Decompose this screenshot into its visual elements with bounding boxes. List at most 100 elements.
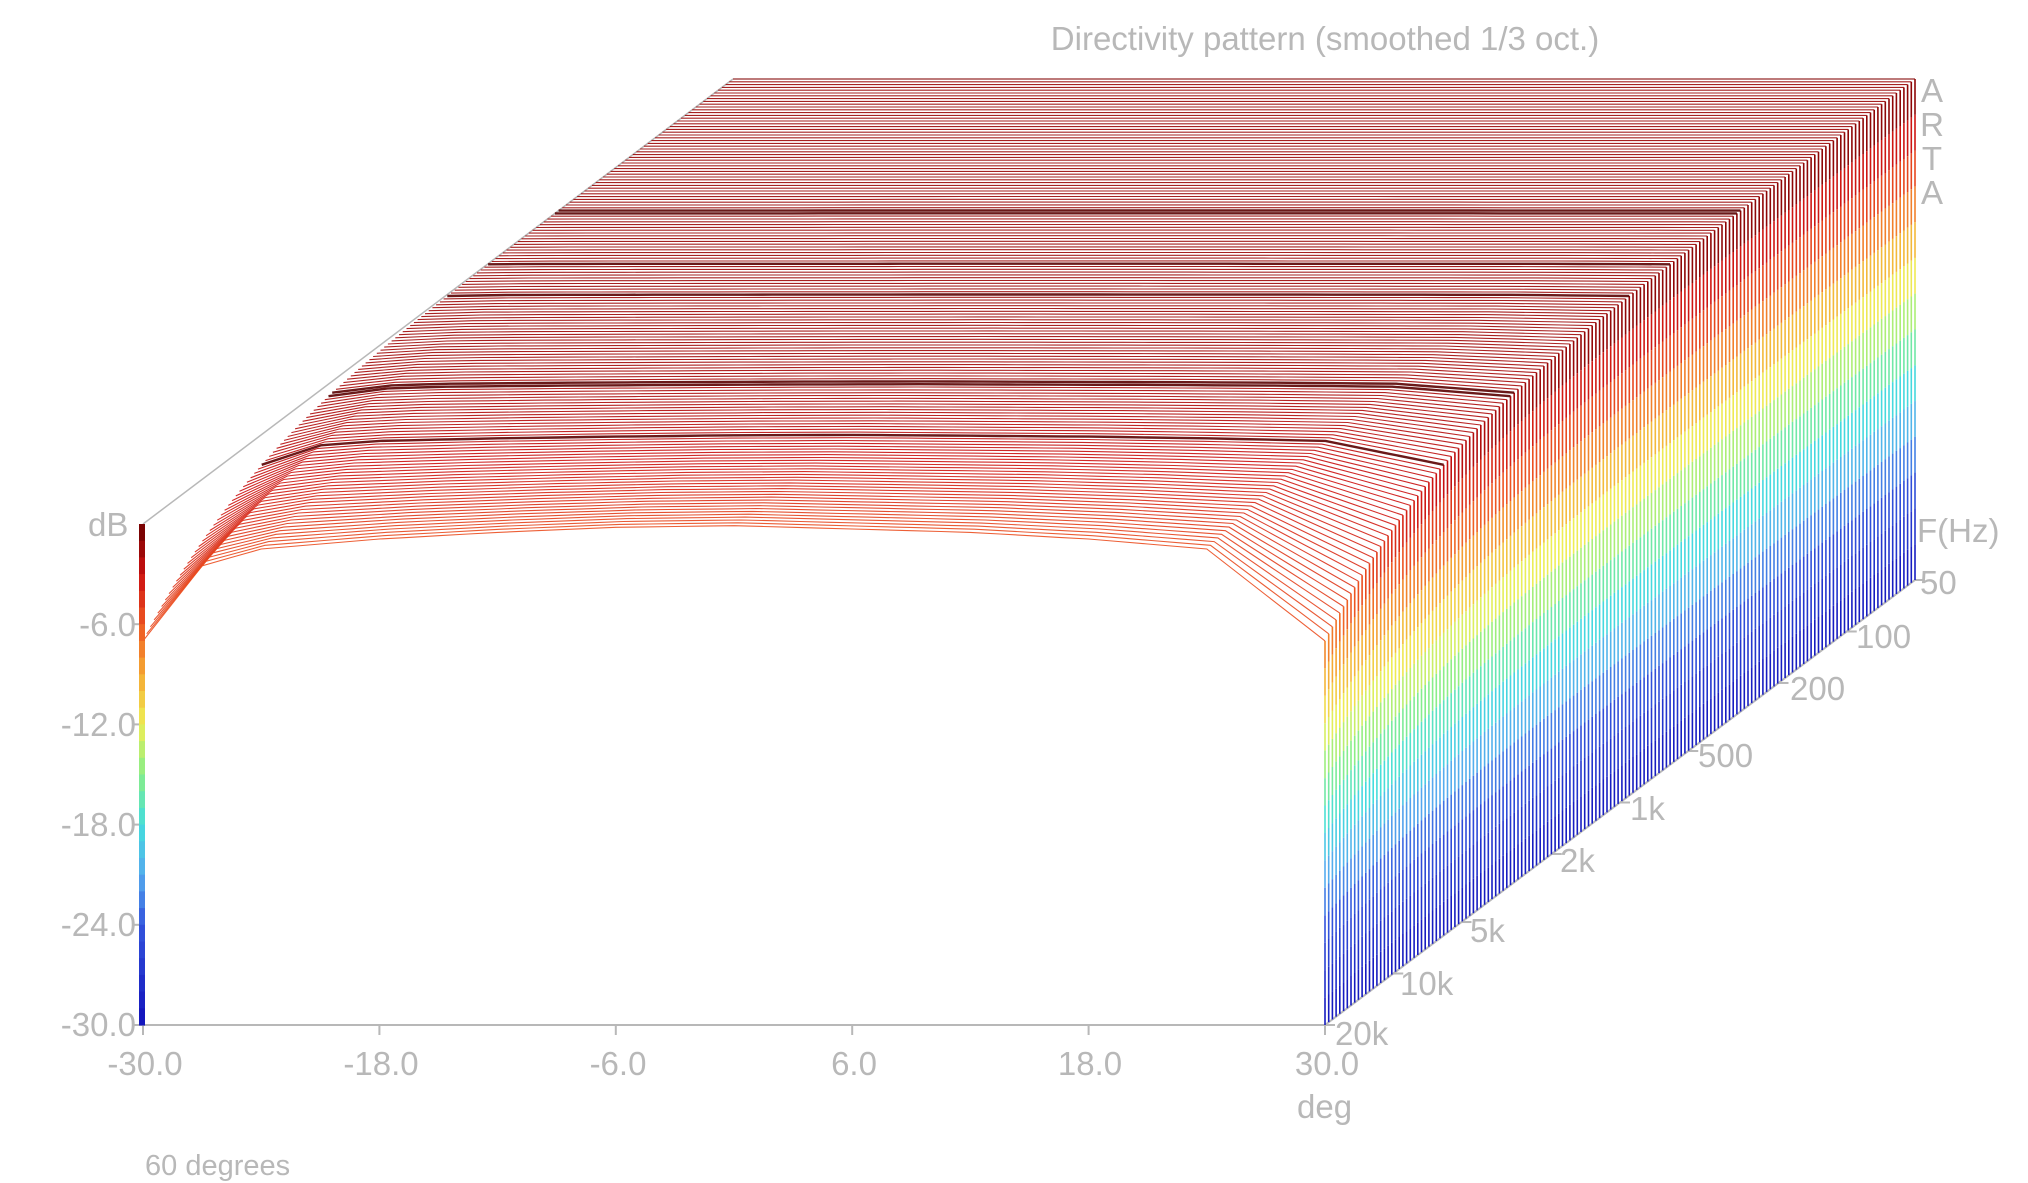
surface-slice — [473, 274, 1656, 277]
surface-slice — [395, 333, 1578, 339]
surface-slice — [265, 431, 1448, 462]
chart-title: Directivity pattern (smoothed 1/3 oct.) — [1050, 20, 1600, 57]
surface-slice — [176, 499, 1359, 582]
db-colorbar — [139, 524, 145, 1026]
surface-slice — [343, 372, 1526, 384]
y-tick: -30.0 — [60, 1006, 136, 1043]
colorbar-segment — [139, 757, 145, 775]
surface-slice — [465, 279, 1648, 283]
surface-slice — [164, 507, 1348, 601]
brand-letter: T — [1921, 140, 1943, 177]
surface-slice — [220, 465, 1404, 516]
surface-slice — [153, 516, 1337, 621]
colorbar-segment — [139, 924, 145, 942]
surface-slice — [291, 411, 1474, 434]
surface-slice — [321, 389, 1504, 404]
colorbar-segment — [139, 824, 145, 842]
waterfall-surface — [142, 78, 1915, 642]
x-tick: -6.0 — [589, 1045, 647, 1082]
surface-slice — [246, 445, 1430, 483]
surface-slice — [205, 476, 1389, 537]
surface-slice — [228, 459, 1411, 506]
colorbar-segment — [139, 908, 145, 926]
box-edge-left — [142, 78, 734, 525]
z-axis-label: F(Hz) — [1917, 512, 2000, 549]
colorbar-segment — [139, 724, 145, 742]
freq-tick: 10k — [1400, 965, 1454, 1002]
surface-slice — [350, 366, 1533, 377]
colorbar-segment — [139, 640, 145, 659]
colorbar-segment — [139, 841, 145, 859]
colorbar-segment — [139, 941, 145, 959]
surface-slice — [216, 468, 1400, 521]
surface-slice — [398, 330, 1582, 336]
freq-tick: 20k — [1335, 1015, 1389, 1052]
freq-tick: 100 — [1856, 618, 1912, 655]
frequency-curtain — [1324, 79, 1916, 1025]
surface-slice — [391, 335, 1574, 342]
surface-slice — [447, 293, 1630, 298]
surface-slice — [387, 338, 1570, 345]
colorbar-segment — [139, 590, 145, 608]
surface-slice — [157, 513, 1341, 614]
surface-slice — [428, 307, 1611, 312]
x-tick: -18.0 — [343, 1045, 419, 1082]
surface-slice — [280, 420, 1463, 445]
surface-slice — [439, 299, 1622, 303]
surface-slice — [328, 383, 1511, 398]
freq-tick: 200 — [1790, 670, 1846, 707]
colorbar-segment — [139, 741, 145, 759]
surface-slice — [410, 321, 1593, 327]
surface-slice — [294, 408, 1478, 430]
surface-slice — [198, 482, 1381, 548]
freq-tick: 5k — [1470, 912, 1505, 949]
freq-tick: 500 — [1698, 737, 1754, 774]
surface-slice — [488, 262, 1671, 266]
surface-slice — [491, 260, 1674, 263]
colorbar-segment — [139, 624, 145, 642]
colorbar-segment — [139, 607, 145, 625]
surface-slice — [421, 313, 1604, 318]
colorbar-segment — [139, 1008, 145, 1026]
surface-slice — [462, 282, 1645, 285]
surface-slice — [354, 364, 1537, 374]
surface-slice — [413, 319, 1596, 324]
surface-slice — [183, 493, 1367, 570]
surface-slice — [298, 406, 1481, 426]
surface-slice — [361, 358, 1544, 367]
colorbar-segment — [139, 557, 145, 575]
surface-slice — [332, 380, 1515, 394]
x-tick: 18.0 — [1057, 1045, 1123, 1082]
surface-slice — [257, 437, 1441, 470]
surface-slice — [484, 265, 1667, 268]
surface-slice — [149, 519, 1333, 628]
surface-slice — [254, 439, 1437, 474]
brand-letter: R — [1920, 106, 1944, 143]
chart-axes — [133, 78, 1925, 1035]
y-tick: -24.0 — [60, 906, 136, 943]
surface-slice — [335, 378, 1519, 390]
brand-letter: A — [1920, 174, 1943, 211]
colorbar-segment — [139, 707, 145, 725]
colorbar-segment — [139, 991, 145, 1009]
surface-slice — [402, 327, 1585, 333]
surface-slice — [476, 271, 1660, 274]
y-tick: -12.0 — [60, 706, 136, 743]
surface-slice — [324, 386, 1507, 401]
colorbar-segment — [139, 858, 145, 876]
colorbar-segment — [139, 891, 145, 909]
surface-slice — [432, 305, 1615, 309]
surface-slice — [276, 423, 1459, 449]
surface-slice — [239, 451, 1422, 492]
surface-slice — [347, 369, 1530, 380]
surface-slice — [161, 510, 1344, 607]
colorbar-segment — [139, 524, 145, 542]
freq-tick: 1k — [1630, 790, 1665, 827]
angle-range-note: 60 degrees — [145, 1150, 291, 1182]
surface-slice — [231, 456, 1415, 502]
surface-slice — [369, 352, 1552, 361]
surface-slice — [261, 433, 1444, 466]
surface-slice — [209, 473, 1392, 532]
colorbar-segment — [139, 807, 145, 826]
